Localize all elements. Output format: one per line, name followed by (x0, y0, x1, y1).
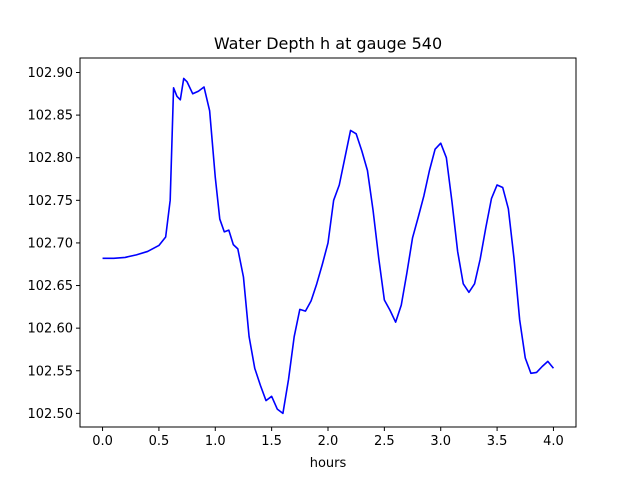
x-tick-label: 2.5 (374, 434, 395, 449)
series-line-0 (102, 77, 555, 415)
x-tick-label: 4.0 (543, 434, 564, 449)
x-tick-label: 0.5 (149, 434, 170, 449)
y-tick-label: 102.55 (28, 364, 74, 379)
y-tick-label: 102.65 (28, 279, 74, 294)
x-axis-ticks: 0.0 0.5 1.0 1.5 2.0 2.5 3.0 3.5 4.0 (92, 427, 564, 449)
x-tick-label: 3.5 (487, 434, 508, 449)
y-tick-label: 102.80 (28, 151, 74, 166)
x-tick-label: 3.0 (430, 434, 451, 449)
y-tick-label: 102.90 (28, 66, 74, 81)
y-tick-label: 102.70 (28, 236, 74, 251)
x-axis-label: hours (310, 456, 347, 471)
y-tick-label: 102.60 (28, 322, 74, 337)
x-tick-label: 1.0 (205, 434, 226, 449)
y-tick-label: 102.75 (28, 194, 74, 209)
x-tick-label: 0.0 (92, 434, 113, 449)
y-axis-ticks: 102.50 102.55 102.60 102.65 102.70 102.75 102.… (28, 66, 80, 422)
chart-title: Water Depth h at gauge 540 (214, 34, 442, 53)
x-tick-label: 2.0 (318, 434, 339, 449)
x-tick-label: 1.5 (261, 434, 282, 449)
y-tick-label: 102.85 (28, 109, 74, 124)
y-tick-label: 102.50 (28, 407, 74, 422)
